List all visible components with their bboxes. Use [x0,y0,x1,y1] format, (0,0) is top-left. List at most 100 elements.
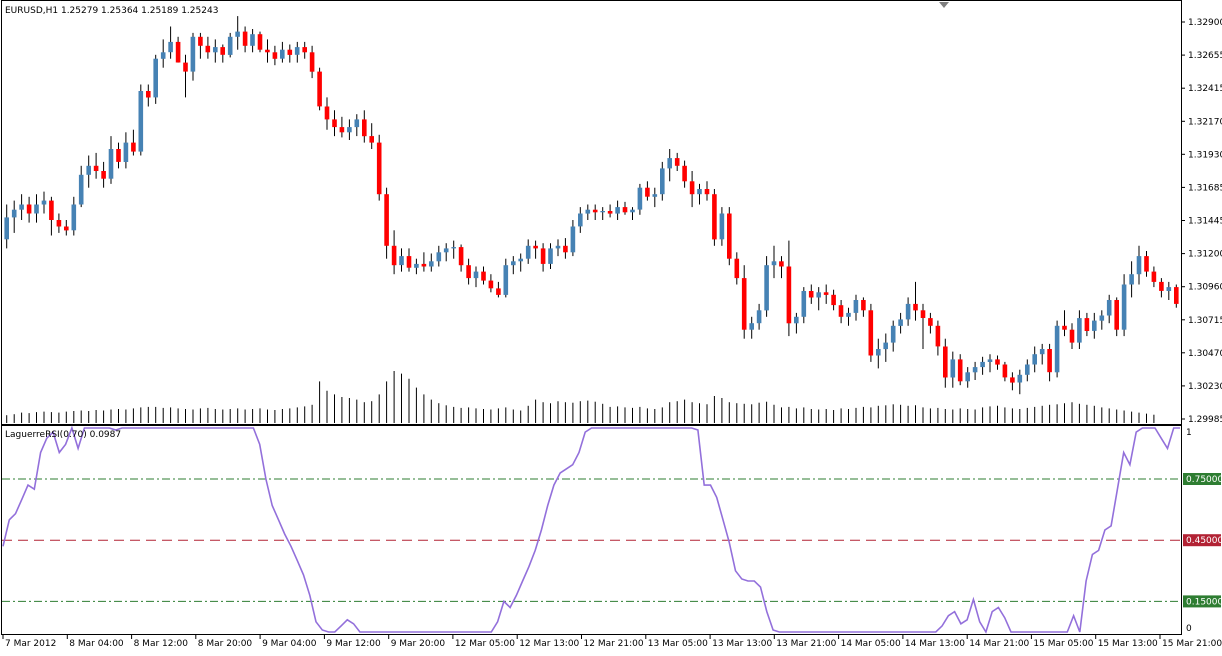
candle [898,312,903,334]
candle-body [235,31,240,37]
candle [943,338,948,388]
candle [1166,281,1172,300]
candle [93,152,99,179]
indicator-axis-top: 1 [1186,428,1192,438]
time-tick-label: 14 Mar 21:00 [969,639,1029,649]
candle [950,351,956,388]
candle [920,303,926,349]
main-panel-frame [1,0,1182,425]
time-tick-label: 12 Mar 05:00 [455,639,515,649]
candle-body [883,342,888,350]
candle [250,29,255,53]
candle [972,361,978,380]
candle-body [660,168,665,195]
candle-body [71,204,77,231]
candle [190,32,196,81]
candle-body [458,247,464,266]
candle-body [1144,256,1149,272]
price-tick-label: 1.32170 [1188,117,1222,127]
candles [4,16,1179,395]
candle [771,245,777,279]
candle [727,207,732,266]
chart-shift-marker-icon[interactable] [939,2,949,8]
candle-body [354,119,360,128]
candle-body [34,204,39,214]
candle-body [965,372,970,382]
candle-body [511,261,516,266]
candle [704,181,710,201]
indicator-level-label: 0.45000 [1186,536,1222,546]
candle-body [689,181,695,195]
indicator-panel-frame [1,425,1182,635]
candle-body [518,258,523,262]
candle-body [473,271,479,279]
candle [406,248,412,272]
candle-body [376,142,382,195]
candle-body [324,106,330,120]
candle-body [645,187,650,197]
candle-body [1010,377,1015,383]
candle-body [622,207,628,213]
candle-body [667,158,672,169]
time-tick-label: 9 Mar 20:00 [391,639,446,649]
candle-body [823,292,829,295]
candle [49,196,54,236]
candle-body [808,291,814,298]
candle [861,297,866,317]
candle [1002,361,1008,382]
candle-body [1039,349,1045,355]
candle-body [1092,320,1097,331]
candle [630,207,635,220]
candle [749,316,754,339]
candle-body [1032,354,1037,365]
candle [64,220,69,236]
candle-body [421,263,427,267]
time-tick-label: 7 Mar 2012 [5,639,56,649]
candle-body [332,119,337,128]
candle [741,265,747,339]
candle-body [674,158,680,166]
candle-body [838,305,844,317]
candle-body [138,91,144,152]
price-tick-label: 1.30960 [1188,283,1222,293]
candle [585,204,591,220]
candle [913,281,918,321]
candle [369,123,374,149]
candle-body [41,200,47,205]
candle-body [771,261,777,266]
candle-body [563,245,568,253]
price-tick-label: 1.31200 [1188,250,1222,260]
candle [4,204,9,249]
candle-body [1129,274,1134,285]
candle [756,303,762,330]
candle-body [630,209,635,213]
candle [1047,343,1052,382]
candle [227,32,233,58]
candle [995,355,1000,370]
time-tick-label: 15 Mar 21:00 [1162,639,1222,649]
price-tick-label: 1.30715 [1188,316,1222,326]
candle-body [943,346,948,378]
candle-body [1054,325,1060,373]
candle-body [533,245,538,249]
candle [1136,245,1142,285]
candle [280,41,285,63]
candle [615,200,620,220]
candle-body [347,127,352,133]
candle-body [920,310,926,318]
candle-body [220,47,225,55]
candle [1025,359,1030,382]
candle [764,256,769,317]
candle [391,230,397,275]
candle [563,238,568,259]
candle-body [995,359,1000,365]
candle-body [443,248,449,253]
candle [637,183,643,215]
candle-body [429,261,434,267]
candle-body [1166,287,1172,291]
candle-body [570,226,576,253]
candle [1010,372,1015,391]
candle [443,243,449,262]
